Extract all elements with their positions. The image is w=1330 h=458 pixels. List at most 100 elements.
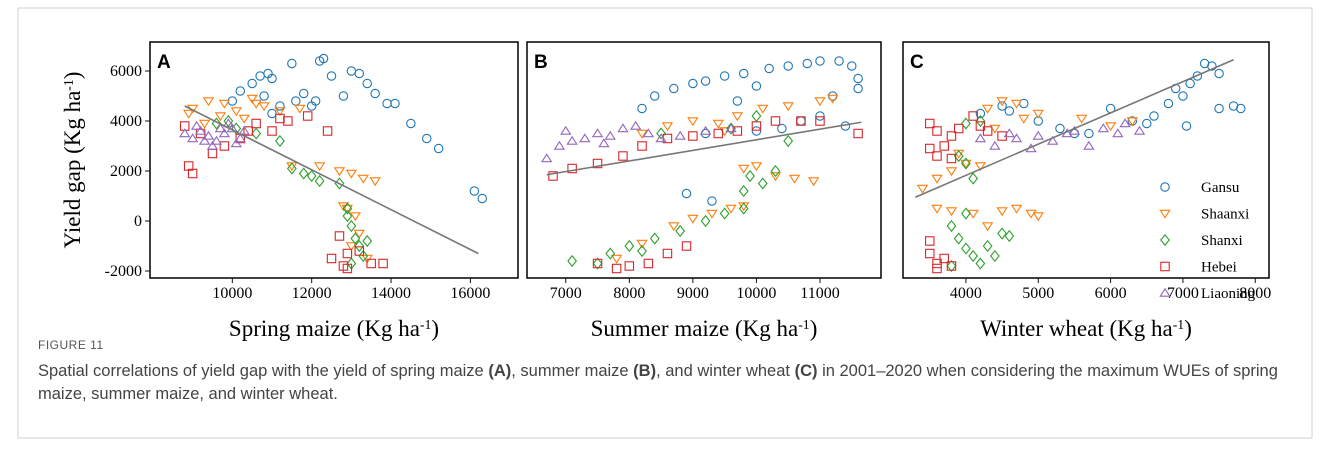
point [230, 107, 242, 117]
point [961, 117, 971, 130]
x-tick-label: 10000 [212, 285, 252, 302]
x-tick-label: 5000 [1022, 285, 1054, 302]
point [932, 258, 942, 269]
x-tick-label: 6000 [1095, 285, 1127, 302]
point [853, 128, 863, 139]
point [313, 162, 326, 172]
point [406, 118, 416, 129]
y-tick-label: -2000 [105, 263, 142, 280]
point [194, 125, 207, 135]
point [354, 68, 365, 79]
point [326, 253, 337, 264]
point [815, 111, 825, 121]
point [946, 131, 957, 141]
x-tick-label: 12000 [292, 285, 332, 302]
caption-text: , and winter wheat [656, 362, 795, 380]
x-axis-label-part: ) [810, 316, 818, 341]
point [968, 249, 979, 263]
legend-label: Liaoning [1201, 286, 1256, 302]
legend-label: Shanxi [1201, 233, 1243, 249]
point [1047, 135, 1059, 145]
point [967, 209, 979, 219]
point [732, 126, 743, 136]
point [939, 253, 949, 264]
caption-block: FIGURE 11 Spatial correlations of yield … [38, 338, 1300, 406]
point [247, 78, 257, 89]
point [354, 239, 365, 253]
caption-text: in 2001–2020 when considering the maximu… [38, 362, 1278, 403]
point [688, 131, 698, 141]
point [202, 97, 215, 107]
point [342, 248, 353, 259]
point [362, 78, 372, 89]
point [975, 108, 986, 119]
point [610, 254, 623, 264]
point [707, 196, 717, 206]
point [469, 186, 480, 196]
point [354, 246, 365, 256]
point [946, 261, 957, 271]
point [1075, 114, 1088, 124]
point [251, 118, 261, 129]
point [725, 123, 737, 133]
point [783, 134, 794, 148]
figure-frame [17, 7, 1313, 439]
trendline [184, 105, 479, 255]
point [1068, 125, 1081, 135]
point [997, 227, 1008, 240]
point [592, 258, 603, 269]
point [318, 53, 329, 64]
point [960, 159, 972, 169]
point [326, 71, 337, 81]
point [661, 122, 674, 132]
trendline [546, 121, 862, 176]
point [202, 130, 215, 140]
point [1010, 99, 1023, 109]
point [961, 207, 971, 220]
point [611, 263, 622, 274]
point [974, 162, 987, 172]
point [945, 167, 958, 177]
point [219, 141, 230, 151]
point [1097, 123, 1110, 133]
point [258, 102, 270, 112]
point [234, 133, 246, 143]
point [337, 202, 350, 212]
figure-label: FIGURE 11 [38, 338, 104, 352]
point [770, 116, 781, 126]
point [302, 111, 313, 121]
point [932, 126, 942, 136]
point [366, 258, 376, 269]
point [238, 114, 250, 124]
point [636, 239, 648, 249]
point [834, 56, 844, 66]
point [637, 244, 647, 258]
y-axis-label-part: ) [60, 72, 85, 80]
point [649, 232, 660, 245]
point [1003, 128, 1016, 138]
x-tick-label: 16000 [450, 285, 490, 302]
point [1104, 122, 1117, 132]
x-tick-label: 7000 [550, 285, 582, 302]
point [847, 61, 857, 71]
point [342, 209, 353, 223]
point [1055, 123, 1065, 134]
panel-label: B [534, 52, 548, 73]
x-tick-label: 9000 [677, 285, 709, 302]
point [1083, 140, 1095, 150]
point [349, 212, 362, 222]
legend-marker [1159, 209, 1171, 219]
point [591, 128, 604, 138]
point [725, 204, 737, 214]
point [1181, 121, 1192, 131]
point [719, 207, 730, 220]
point [925, 143, 935, 154]
point [211, 117, 222, 130]
point [560, 125, 572, 135]
point [1032, 109, 1044, 119]
x-axis-label-part: Spring maize (Kg ha [229, 316, 420, 341]
x-tick-label: 4000 [950, 285, 982, 302]
point [1149, 111, 1159, 121]
